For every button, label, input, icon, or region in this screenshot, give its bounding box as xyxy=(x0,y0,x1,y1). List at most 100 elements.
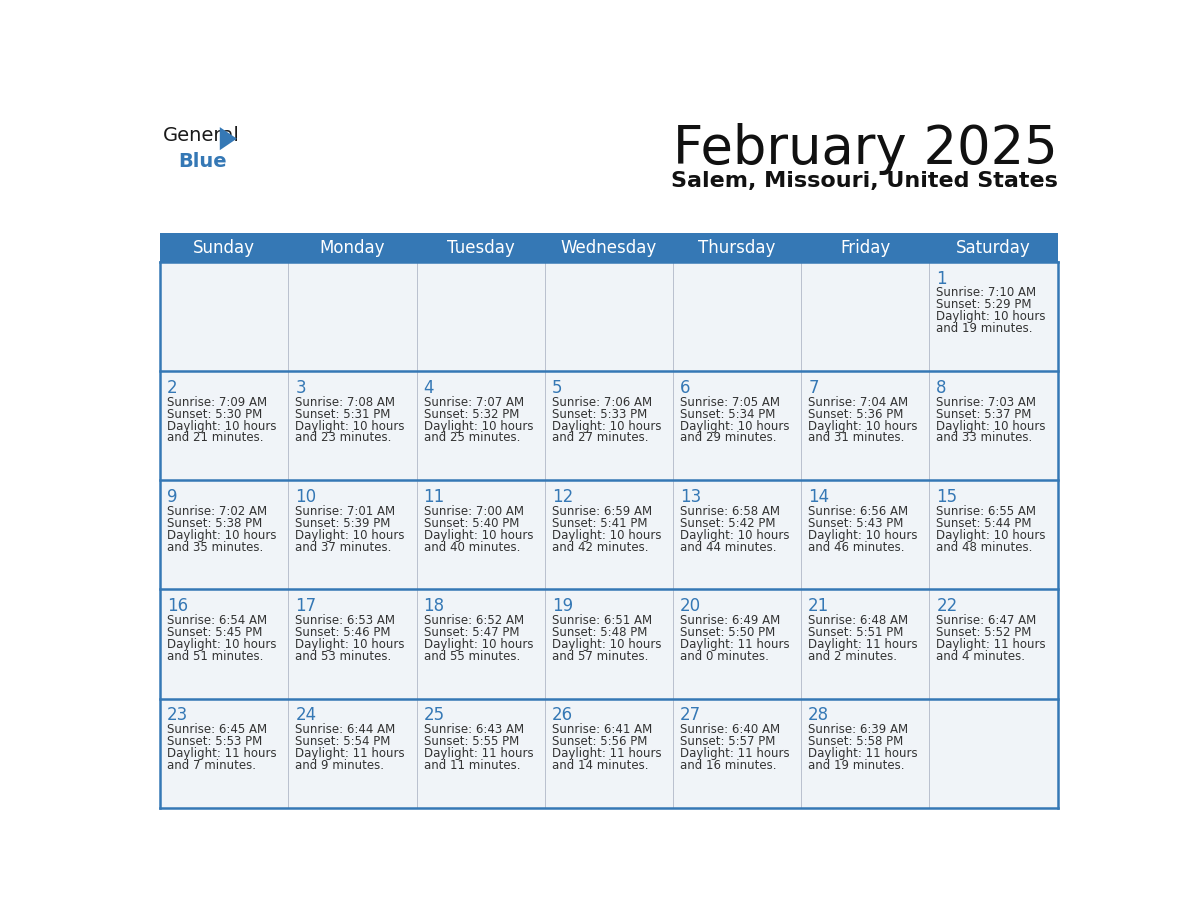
Text: Sunrise: 6:41 AM: Sunrise: 6:41 AM xyxy=(551,723,652,736)
Text: Sunrise: 7:02 AM: Sunrise: 7:02 AM xyxy=(168,505,267,518)
Text: 20: 20 xyxy=(680,597,701,615)
Bar xyxy=(289,589,417,699)
Text: Daylight: 11 hours: Daylight: 11 hours xyxy=(936,638,1045,651)
Bar xyxy=(672,699,801,808)
Text: Daylight: 11 hours: Daylight: 11 hours xyxy=(808,747,918,760)
Text: Daylight: 10 hours: Daylight: 10 hours xyxy=(808,529,917,542)
Text: and 51 minutes.: and 51 minutes. xyxy=(168,650,264,663)
Text: Daylight: 10 hours: Daylight: 10 hours xyxy=(296,638,405,651)
Text: 14: 14 xyxy=(808,488,829,506)
Text: Sunset: 5:42 PM: Sunset: 5:42 PM xyxy=(680,517,776,530)
Text: Sunrise: 7:08 AM: Sunrise: 7:08 AM xyxy=(296,396,396,409)
Text: Sunset: 5:39 PM: Sunset: 5:39 PM xyxy=(296,517,391,530)
Text: Sunrise: 6:40 AM: Sunrise: 6:40 AM xyxy=(680,723,781,736)
Text: 16: 16 xyxy=(168,597,188,615)
Text: and 29 minutes.: and 29 minutes. xyxy=(680,431,777,444)
Text: Sunset: 5:46 PM: Sunset: 5:46 PM xyxy=(296,626,391,639)
Bar xyxy=(545,262,672,371)
Text: Daylight: 10 hours: Daylight: 10 hours xyxy=(296,529,405,542)
Text: Sunset: 5:55 PM: Sunset: 5:55 PM xyxy=(423,735,519,748)
Text: Daylight: 10 hours: Daylight: 10 hours xyxy=(168,529,277,542)
Text: 22: 22 xyxy=(936,597,958,615)
Text: Sunset: 5:44 PM: Sunset: 5:44 PM xyxy=(936,517,1032,530)
Text: Sunset: 5:52 PM: Sunset: 5:52 PM xyxy=(936,626,1031,639)
Text: Daylight: 10 hours: Daylight: 10 hours xyxy=(551,638,662,651)
Text: Daylight: 10 hours: Daylight: 10 hours xyxy=(936,310,1045,323)
Bar xyxy=(929,699,1057,808)
Bar xyxy=(672,371,801,480)
Bar xyxy=(929,262,1057,371)
Text: Daylight: 10 hours: Daylight: 10 hours xyxy=(936,529,1045,542)
Text: Daylight: 11 hours: Daylight: 11 hours xyxy=(680,747,790,760)
Text: Saturday: Saturday xyxy=(956,239,1031,257)
Text: 11: 11 xyxy=(423,488,444,506)
Text: 18: 18 xyxy=(423,597,444,615)
Bar xyxy=(672,589,801,699)
Text: and 44 minutes.: and 44 minutes. xyxy=(680,541,777,554)
Text: Sunset: 5:47 PM: Sunset: 5:47 PM xyxy=(423,626,519,639)
Text: 21: 21 xyxy=(808,597,829,615)
Text: 9: 9 xyxy=(168,488,177,506)
Text: Sunrise: 6:49 AM: Sunrise: 6:49 AM xyxy=(680,614,781,627)
Text: Sunset: 5:45 PM: Sunset: 5:45 PM xyxy=(168,626,263,639)
Text: and 27 minutes.: and 27 minutes. xyxy=(551,431,649,444)
Text: 4: 4 xyxy=(423,379,434,397)
Text: Sunrise: 7:07 AM: Sunrise: 7:07 AM xyxy=(423,396,524,409)
Text: Sunrise: 6:43 AM: Sunrise: 6:43 AM xyxy=(423,723,524,736)
Text: Sunset: 5:31 PM: Sunset: 5:31 PM xyxy=(296,408,391,420)
Bar xyxy=(929,371,1057,480)
Text: 23: 23 xyxy=(168,706,189,724)
Text: 25: 25 xyxy=(423,706,444,724)
Text: Blue: Blue xyxy=(178,151,227,171)
Bar xyxy=(545,371,672,480)
Text: and 35 minutes.: and 35 minutes. xyxy=(168,541,264,554)
Text: Sunset: 5:41 PM: Sunset: 5:41 PM xyxy=(551,517,647,530)
Text: 7: 7 xyxy=(808,379,819,397)
Bar xyxy=(417,480,545,589)
Text: and 55 minutes.: and 55 minutes. xyxy=(423,650,520,663)
Text: Sunset: 5:51 PM: Sunset: 5:51 PM xyxy=(808,626,904,639)
Text: Daylight: 10 hours: Daylight: 10 hours xyxy=(423,638,533,651)
Bar xyxy=(160,262,289,371)
Text: Daylight: 10 hours: Daylight: 10 hours xyxy=(936,420,1045,432)
Bar xyxy=(929,480,1057,589)
Text: Daylight: 10 hours: Daylight: 10 hours xyxy=(296,420,405,432)
Text: and 46 minutes.: and 46 minutes. xyxy=(808,541,904,554)
Text: and 42 minutes.: and 42 minutes. xyxy=(551,541,649,554)
Text: 28: 28 xyxy=(808,706,829,724)
Text: Sunrise: 6:51 AM: Sunrise: 6:51 AM xyxy=(551,614,652,627)
Bar xyxy=(160,371,289,480)
Text: Sunset: 5:54 PM: Sunset: 5:54 PM xyxy=(296,735,391,748)
Text: and 9 minutes.: and 9 minutes. xyxy=(296,759,384,772)
Text: Daylight: 10 hours: Daylight: 10 hours xyxy=(680,529,790,542)
Text: Sunset: 5:40 PM: Sunset: 5:40 PM xyxy=(423,517,519,530)
Text: 19: 19 xyxy=(551,597,573,615)
Text: 24: 24 xyxy=(296,706,316,724)
Text: General: General xyxy=(163,126,240,144)
Text: 1: 1 xyxy=(936,270,947,287)
Text: Daylight: 10 hours: Daylight: 10 hours xyxy=(168,420,277,432)
Text: Sunrise: 7:03 AM: Sunrise: 7:03 AM xyxy=(936,396,1036,409)
Text: 13: 13 xyxy=(680,488,701,506)
Text: Sunrise: 6:47 AM: Sunrise: 6:47 AM xyxy=(936,614,1037,627)
Text: Sunrise: 6:52 AM: Sunrise: 6:52 AM xyxy=(423,614,524,627)
Text: Daylight: 10 hours: Daylight: 10 hours xyxy=(423,420,533,432)
Text: and 7 minutes.: and 7 minutes. xyxy=(168,759,257,772)
Bar xyxy=(801,480,929,589)
Bar xyxy=(417,699,545,808)
Text: and 31 minutes.: and 31 minutes. xyxy=(808,431,904,444)
Text: and 23 minutes.: and 23 minutes. xyxy=(296,431,392,444)
Text: Daylight: 11 hours: Daylight: 11 hours xyxy=(296,747,405,760)
Text: Sunrise: 6:45 AM: Sunrise: 6:45 AM xyxy=(168,723,267,736)
Text: Sunrise: 6:39 AM: Sunrise: 6:39 AM xyxy=(808,723,909,736)
Polygon shape xyxy=(220,127,236,151)
Text: Sunset: 5:53 PM: Sunset: 5:53 PM xyxy=(168,735,263,748)
Text: Daylight: 10 hours: Daylight: 10 hours xyxy=(808,420,917,432)
Text: and 37 minutes.: and 37 minutes. xyxy=(296,541,392,554)
Text: Daylight: 11 hours: Daylight: 11 hours xyxy=(168,747,277,760)
Text: Daylight: 11 hours: Daylight: 11 hours xyxy=(551,747,662,760)
Bar xyxy=(545,480,672,589)
Text: and 33 minutes.: and 33 minutes. xyxy=(936,431,1032,444)
Text: and 40 minutes.: and 40 minutes. xyxy=(423,541,520,554)
Text: Monday: Monday xyxy=(320,239,385,257)
